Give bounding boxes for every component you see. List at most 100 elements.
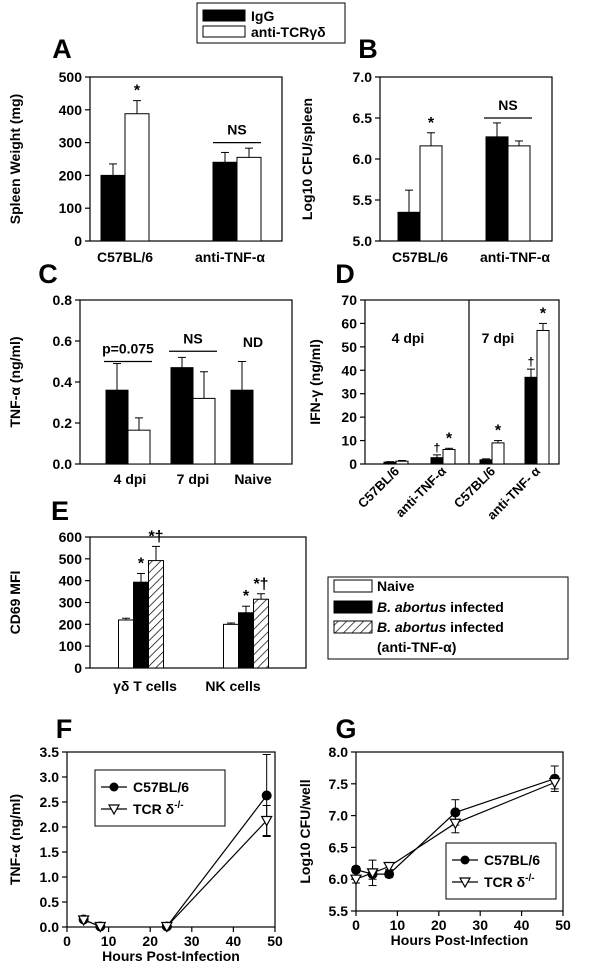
significance-marker: * [446,430,453,447]
y-tick-label: 20 [341,409,357,425]
y-tick-label: 2.0 [40,819,60,835]
y-tick-label: 1.5 [40,844,60,860]
significance-label: p=0.075 [102,341,154,357]
category-label: C57BL/6 [355,464,402,511]
data-point [351,864,361,875]
legend-box [445,842,557,900]
significance-marker: † [434,441,441,455]
x-tick-label: 0 [352,917,360,933]
plot-frame [89,76,283,242]
category-label: C57BL/6 [392,249,448,265]
legend-label: B. abortus infected [377,619,504,635]
bar [100,174,126,242]
panel-G-legend: C57BL/6 TCR δ-/- [445,842,557,900]
x-tick-label: 10 [101,933,117,949]
legend-label: C57BL/6 [133,779,189,795]
plot-frame [355,751,564,912]
legend-label-part: Naive [377,578,415,594]
y-tick-label: 2.5 [40,794,60,810]
bar [192,397,216,465]
bar [124,113,150,242]
category-label: γδ T cells [113,678,177,694]
bar [397,211,421,242]
y-tick-label: 0.0 [40,919,60,935]
data-point [449,818,462,830]
y-tick-label: 5.5 [329,903,349,919]
legend-label-part: infected [446,599,504,615]
legend-swatch [202,25,246,38]
y-tick-label: 0.2 [53,415,73,431]
bar [442,448,456,465]
y-tick-label: 0.5 [40,894,60,910]
significance-marker: † [528,355,535,369]
x-tick-label: 40 [226,933,242,949]
data-point [261,790,272,801]
panel-G: G 5.5 6.0 6.5 7.0 7.5 8.0 Log10 CFU/well 0 10 20 30… [297,714,571,948]
y-tick-label: 200 [59,616,83,632]
legend-marker [107,804,121,816]
annotation-label: ND [243,334,263,350]
bar [479,459,493,465]
legend-label: TCR δ-/- [133,800,184,817]
y-tick-label: 7.0 [353,69,373,85]
y-tick-label: 500 [59,69,83,85]
data-point [383,861,396,873]
category-label: 7 dpi [177,471,210,487]
significance-marker: * [138,555,145,572]
y-tick-label: 100 [59,638,83,654]
significance-marker: * [243,588,250,605]
legend-label-part: TCR δ [133,801,174,817]
panel-E: E 0 100 200 300 400 500 600 CD69 MFI γδ T cells NK… [7,496,569,694]
legend-label: C57BL/6 [484,852,540,868]
legend-label: TCR δ-/- [484,873,535,890]
x-tick-label: 20 [431,917,447,933]
x-tick-label: 40 [514,917,530,933]
y-axis-label: IFN-γ (ng/ml) [307,339,323,425]
bar [524,376,538,465]
significance-marker: * [134,83,141,100]
legend-label: B. abortus infected [377,599,504,615]
bar [491,442,505,465]
y-tick-label: 300 [59,135,83,151]
significance-label: NS [498,97,517,113]
legend-label: (anti-TNF-α) [377,639,456,655]
y-tick-label: 0 [74,660,82,676]
legend-marker [458,877,472,889]
bar [383,461,397,465]
y-tick-label: 5.0 [353,233,373,249]
panel-label: B [358,34,378,64]
y-tick-label: 60 [341,315,357,331]
legend-label-part: (anti-TNF-α) [377,639,456,655]
bar [430,457,444,465]
panel-label: C [38,259,58,289]
panel-label: D [335,259,355,289]
panel-F: F 0.0 0.5 1.0 1.5 2.0 2.5 3.0 3.5 TNF-α (ng/ml) 0 1… [7,714,283,963]
x-tick-label: 10 [390,917,406,933]
group-label: 4 dpi [392,330,425,346]
category-label: NK cells [205,678,260,694]
panel-label: F [56,714,73,744]
legend-marker [460,855,470,865]
data-point [548,777,561,789]
y-tick-label: 30 [341,386,357,402]
x-tick-label: 0 [63,933,71,949]
bar [105,389,129,465]
legend-label-part: TCR δ [484,874,525,890]
bar [536,329,550,465]
y-axis-label: CD69 MFI [7,571,23,635]
y-tick-label: 3.0 [40,769,60,785]
y-axis-label: Spleen Weight (mg) [7,94,23,224]
y-tick-label: 70 [341,292,357,308]
bar [395,460,409,465]
panel-label: A [52,34,72,64]
data-point [366,868,379,880]
y-tick-label: 500 [59,551,83,567]
series-line [166,795,268,927]
category-label: anti-TNF-α [393,464,450,521]
data-point [77,915,90,927]
y-tick-label: 10 [341,433,357,449]
legend-swatch [333,600,373,614]
legend-label-part: B. abortus [377,599,446,615]
x-tick-label: 30 [184,933,200,949]
